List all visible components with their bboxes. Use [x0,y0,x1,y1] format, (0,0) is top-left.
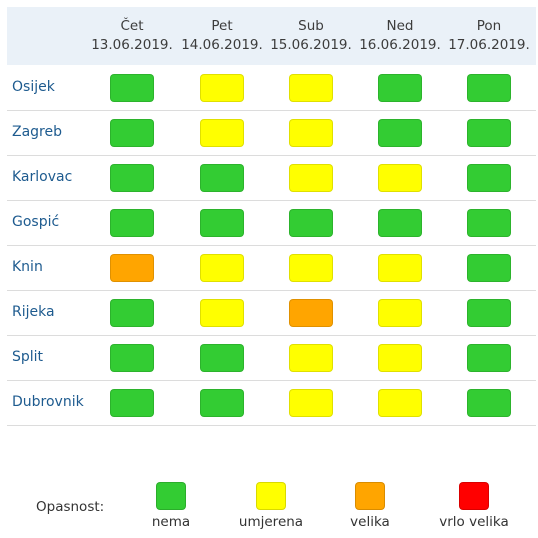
danger-level-cell [110,119,154,147]
danger-level-cell [378,389,422,417]
legend-title: Opasnost: [36,499,105,515]
table-row: Knin [7,246,536,291]
day-header-4: Pon 17.06.2019. [444,17,534,55]
legend-swatch [156,482,186,510]
danger-level-cell [110,164,154,192]
legend-swatch [256,482,286,510]
day-header-3: Ned 16.06.2019. [355,17,445,55]
day-header-2: Sub 15.06.2019. [266,17,356,55]
table-row: Dubrovnik [7,381,536,426]
table-row: Karlovac [7,156,536,201]
danger-level-cell [200,389,244,417]
day-name: Čet [120,18,144,34]
day-header-0: Čet 13.06.2019. [87,17,177,55]
danger-level-cell [200,164,244,192]
table-row: Rijeka [7,291,536,336]
day-date: 17.06.2019. [448,37,530,53]
danger-level-cell [200,254,244,282]
danger-level-cell [289,344,333,372]
legend-swatch [459,482,489,510]
table-row: Gospić [7,201,536,246]
legend-label: umjerena [238,514,304,530]
city-name[interactable]: Gospić [12,214,60,230]
legend-label: vrlo velika [439,514,509,530]
danger-level-cell [200,299,244,327]
danger-level-cell [110,344,154,372]
city-name[interactable]: Karlovac [12,169,73,185]
danger-level-cell [378,74,422,102]
danger-level-cell [378,254,422,282]
danger-level-cell [289,209,333,237]
danger-level-cell [378,164,422,192]
danger-level-cell [467,164,511,192]
danger-level-cell [378,209,422,237]
danger-level-cell [378,299,422,327]
danger-level-cell [289,254,333,282]
legend-swatch [355,482,385,510]
danger-level-cell [289,119,333,147]
day-date: 16.06.2019. [359,37,441,53]
danger-level-cell [467,254,511,282]
danger-level-cell [289,299,333,327]
day-date: 15.06.2019. [270,37,352,53]
day-header-1: Pet 14.06.2019. [177,17,267,55]
danger-level-cell [467,389,511,417]
table-header: Čet 13.06.2019. Pet 14.06.2019. Sub 15.0… [7,7,536,65]
danger-level-cell [110,74,154,102]
day-date: 14.06.2019. [181,37,263,53]
table-row: Osijek [7,66,536,111]
danger-level-cell [289,389,333,417]
table-row: Zagreb [7,111,536,156]
danger-level-cell [467,119,511,147]
danger-level-cell [110,209,154,237]
danger-level-cell [110,299,154,327]
danger-level-cell [378,119,422,147]
danger-level-cell [200,344,244,372]
danger-level-cell [289,74,333,102]
day-name: Pon [476,18,502,34]
city-name[interactable]: Zagreb [12,124,63,140]
day-name: Sub [298,18,324,34]
day-name: Ned [386,18,414,34]
city-name[interactable]: Knin [12,259,43,275]
danger-level-cell [200,209,244,237]
danger-level-cell [378,344,422,372]
city-name[interactable]: Dubrovnik [12,394,84,410]
legend-label: velika [350,514,390,530]
day-name: Pet [211,18,233,34]
danger-level-cell [467,209,511,237]
danger-level-cell [110,389,154,417]
danger-level-cell [467,344,511,372]
danger-level-cell [200,74,244,102]
danger-level-cell [110,254,154,282]
danger-level-cell [467,74,511,102]
danger-level-cell [200,119,244,147]
day-date: 13.06.2019. [91,37,173,53]
danger-level-cell [289,164,333,192]
city-name[interactable]: Split [12,349,44,365]
city-name[interactable]: Rijeka [12,304,55,320]
table-row: Split [7,336,536,381]
legend-label: nema [151,514,191,530]
city-name[interactable]: Osijek [12,79,55,95]
danger-level-cell [467,299,511,327]
